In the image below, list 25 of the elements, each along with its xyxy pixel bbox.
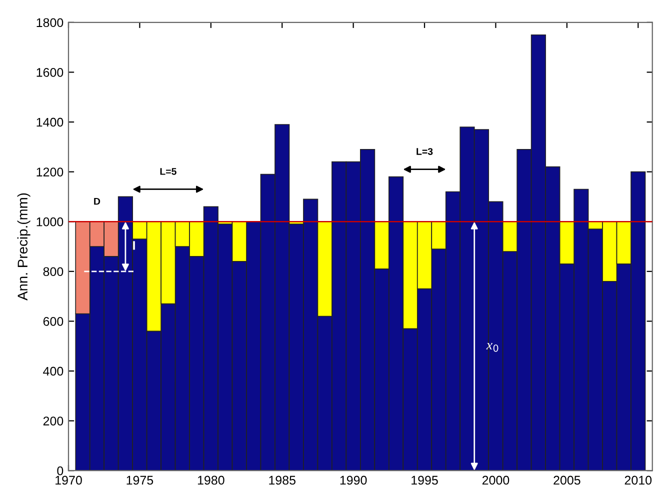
x-tick-label: 1990 <box>340 476 367 485</box>
y-tick-label: 600 <box>43 317 64 326</box>
x-tick-label: 1985 <box>269 476 296 485</box>
y-tick-label: 1600 <box>36 68 64 77</box>
x-tick-label: 1980 <box>198 476 224 485</box>
y-tick-label: 200 <box>43 416 64 426</box>
y-tick-label: 0 <box>57 466 64 476</box>
y-tick-label: 1000 <box>36 217 64 226</box>
x-tick-label: 1975 <box>126 476 154 485</box>
y-axis-title: Ann. Precip.(mm) <box>17 193 30 300</box>
y-tick-label: 1800 <box>36 18 64 28</box>
y-tick-label: 1200 <box>36 168 64 176</box>
y-tick-label: 400 <box>43 366 64 376</box>
annotation: I <box>133 241 135 250</box>
x-tick-label: 2000 <box>482 476 510 485</box>
y-tick-label: 800 <box>43 267 64 276</box>
x-tick-label: 2005 <box>554 476 580 485</box>
x-tick-label: 2010 <box>624 476 652 485</box>
annotation: x$_{0}$ <box>486 343 498 352</box>
annotation: L=3 <box>416 148 433 155</box>
annotation: L=5 <box>160 168 176 175</box>
x-tick-label: 1995 <box>412 476 438 485</box>
annotation: D <box>94 198 100 205</box>
y-tick-label: 1400 <box>36 118 64 127</box>
x-tick-label: 1970 <box>56 476 82 485</box>
